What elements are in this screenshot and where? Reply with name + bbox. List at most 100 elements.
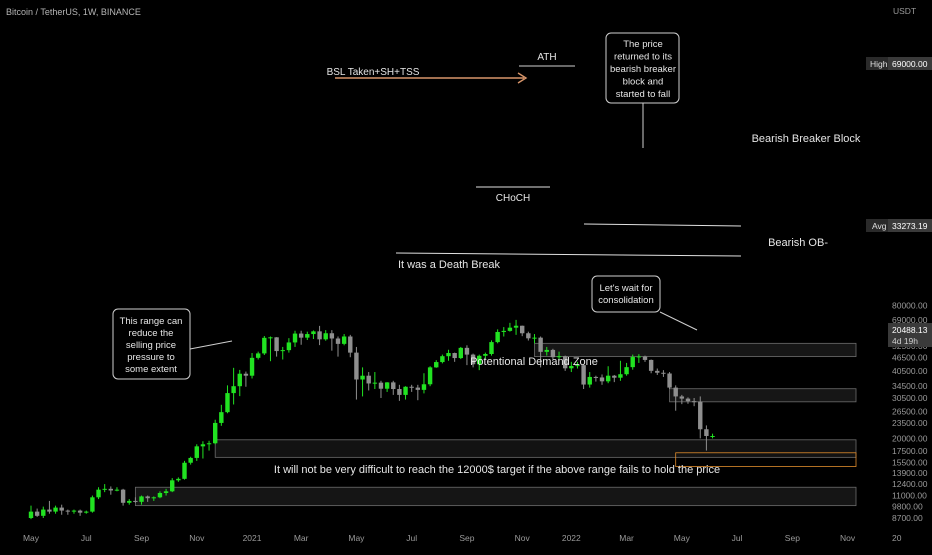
candle-body (311, 331, 316, 335)
candle-body (599, 377, 605, 382)
candle-body (341, 336, 347, 344)
callout-range-line: reduce the (129, 328, 174, 339)
candle-body (127, 500, 132, 503)
candle-body (348, 336, 353, 353)
y-tick-label: 40500.00 (892, 366, 928, 376)
candle-body (206, 443, 212, 445)
candle-body (655, 370, 660, 373)
candle-body (642, 356, 648, 360)
callout-breaker-box (605, 32, 680, 104)
candle-body (421, 384, 427, 390)
ob-top-line (583, 223, 742, 227)
candle-body (636, 356, 642, 358)
death-break-line (395, 252, 742, 257)
candle-body (384, 382, 390, 389)
high-price-label: High 69000.00 (866, 57, 932, 70)
x-tick-label: 20 (892, 533, 902, 543)
svg-text:69000.00: 69000.00 (892, 59, 928, 69)
callout-consolidation-box (591, 275, 661, 313)
candle-body (237, 373, 242, 387)
zone-target-zone (134, 486, 857, 507)
symbol-title: Bitcoin / TetherUS, 1W, BINANCE (6, 7, 141, 17)
candle-body (391, 382, 396, 390)
candle-body (120, 489, 126, 503)
candle-body (102, 488, 107, 490)
candle-body (323, 333, 328, 340)
candle-body (691, 401, 697, 403)
callout-range-line: This range can (120, 316, 183, 327)
candle-body (84, 511, 89, 513)
candle-body (298, 333, 304, 338)
candle-body (483, 354, 488, 356)
candle-body (495, 331, 500, 343)
candle-body (618, 374, 623, 378)
candle-body (182, 462, 187, 479)
candle-body (452, 353, 457, 359)
candle-body (200, 444, 206, 447)
y-tick-label: 17500.00 (892, 446, 928, 456)
candle-body (225, 393, 230, 413)
candle-body (360, 375, 365, 380)
x-tick-label: May (23, 533, 40, 543)
candle-body (59, 507, 64, 511)
callout-range-line: pressure to (127, 352, 175, 363)
candle-body (133, 500, 138, 502)
zone-demand-zone (214, 439, 857, 458)
candle-body (139, 496, 144, 502)
y-tick-label: 11000.00 (892, 491, 927, 501)
x-tick-label: Sep (785, 533, 800, 543)
candle-body (464, 347, 470, 355)
candle-body (403, 386, 408, 395)
candle-body (96, 489, 101, 498)
bsl-arrow-head (517, 72, 528, 84)
candle-body (458, 347, 463, 359)
zone-bearish-breaker-block (534, 342, 857, 358)
x-tick-label: 2022 (562, 533, 581, 543)
y-tick-label: 30500.00 (892, 393, 928, 403)
candle-body (593, 376, 599, 378)
candle-body (489, 342, 494, 355)
candle-body (65, 510, 71, 512)
candle-body (354, 352, 359, 380)
currency-label: USDT (893, 6, 916, 16)
candle-body (587, 376, 592, 385)
zones-layer (134, 342, 857, 507)
annotation-bearish-ob: Bearish OB- (768, 237, 828, 249)
x-tick-label: Jul (81, 533, 92, 543)
candle-body (151, 497, 156, 499)
candle-body (434, 362, 439, 368)
candle-body (286, 342, 292, 351)
x-tick-label: Jul (732, 533, 743, 543)
y-tick-label: 80000.00 (892, 301, 928, 311)
x-axis[interactable]: May Jul Sep Nov 2021 Mar May Jul Sep Nov 2022 Mar Ma… (23, 533, 902, 543)
candle-body (249, 357, 255, 376)
candle-body (268, 337, 273, 339)
candle-body (605, 375, 611, 382)
x-tick-label: Mar (619, 533, 634, 543)
candle-body (41, 509, 46, 516)
candle-body (562, 356, 568, 369)
annotation-target: It will not be very difficult to reach t… (274, 464, 720, 476)
candle-body (427, 367, 433, 385)
candle-body (477, 355, 482, 365)
candle-body (292, 333, 298, 343)
candle-body (255, 353, 261, 358)
candle-body (550, 349, 556, 358)
y-tick-label: 23500.00 (892, 418, 928, 428)
y-tick-label: 69000.00 (892, 315, 928, 325)
svg-text:4d 19h: 4d 19h (892, 336, 918, 346)
candle-body (544, 349, 549, 352)
lines-layer (189, 65, 742, 350)
avg-price-label: Avg 33273.19 (866, 219, 932, 232)
x-tick-label: May (348, 533, 365, 543)
svg-text:20488.13: 20488.13 (892, 325, 928, 335)
candle-body (409, 386, 414, 388)
range-callout-pointer (189, 340, 233, 350)
candle-body (569, 366, 574, 369)
callout-consolidation-line: Let's wait for (599, 283, 652, 294)
candle-body (581, 365, 586, 385)
candle-body (710, 435, 715, 437)
callout-consolidation-line: consolidation (598, 295, 653, 306)
